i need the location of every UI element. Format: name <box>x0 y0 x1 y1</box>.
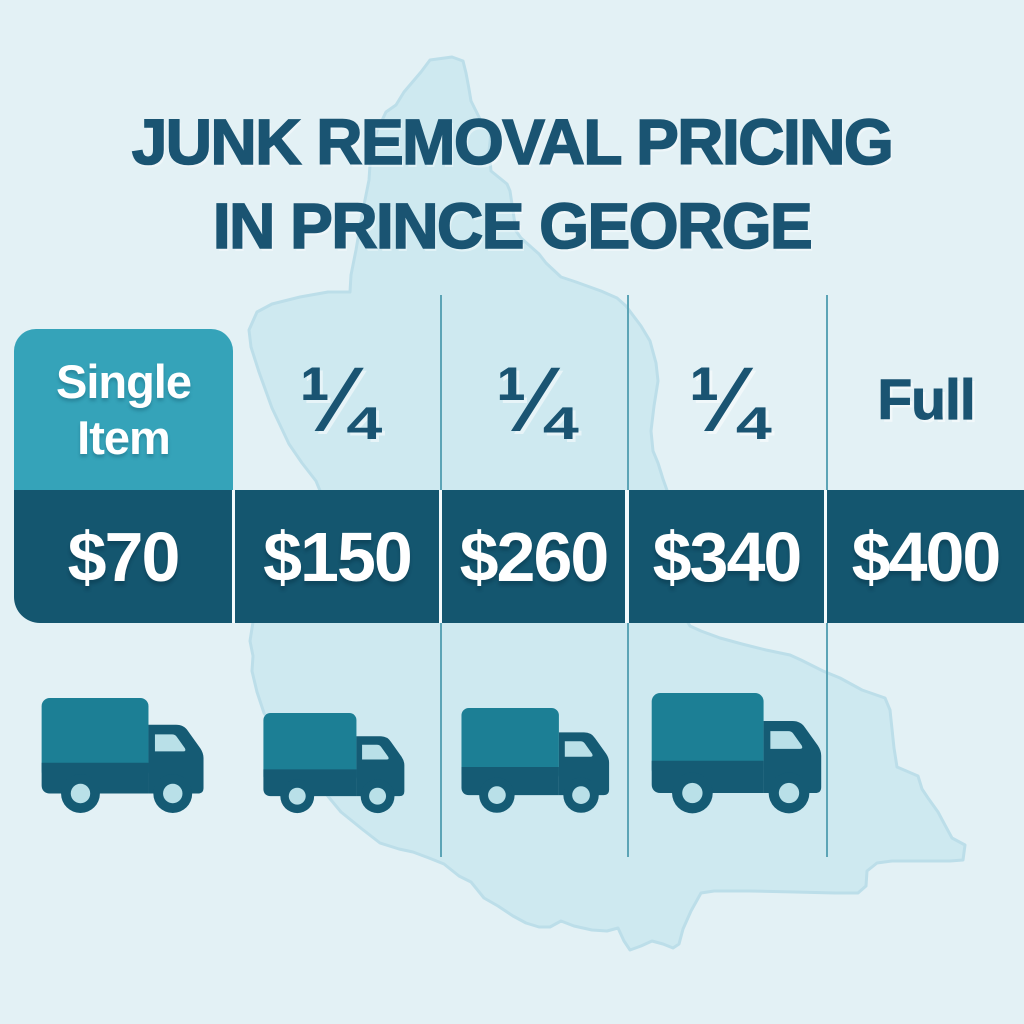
truck-icon <box>41 698 204 813</box>
header-cell-single-item: Single Item <box>14 329 233 490</box>
truck-icon <box>263 713 405 814</box>
truck-icon <box>651 693 822 814</box>
price-cell-quarter-3: $340 <box>629 490 824 623</box>
header-cell-quarter-3: ¼ <box>688 349 766 451</box>
price-cell-full: $400 <box>827 490 1024 623</box>
page-title-line-2: IN PRINCE GEORGE <box>212 189 813 263</box>
truck-icon <box>461 708 610 813</box>
header-cell-full: Full <box>877 368 976 433</box>
header-cell-quarter-1: ¼ <box>299 349 376 451</box>
header-label-single: Single <box>55 354 192 408</box>
page-title-line-1: JUNK REMOVAL PRICING <box>131 105 895 179</box>
price-cell-quarter-1: $150 <box>235 490 439 623</box>
price-cell-quarter-2: $260 <box>442 490 625 623</box>
page-title: JUNK REMOVAL PRICING IN PRINCE GEORGE <box>0 100 1024 268</box>
price-cell-single-item: $70 <box>14 490 232 623</box>
header-label-item: Item <box>77 410 171 464</box>
header-cell-quarter-2: ¼ <box>495 349 573 451</box>
price-row: $70 $150 $260 $340 $400 <box>14 490 1024 623</box>
